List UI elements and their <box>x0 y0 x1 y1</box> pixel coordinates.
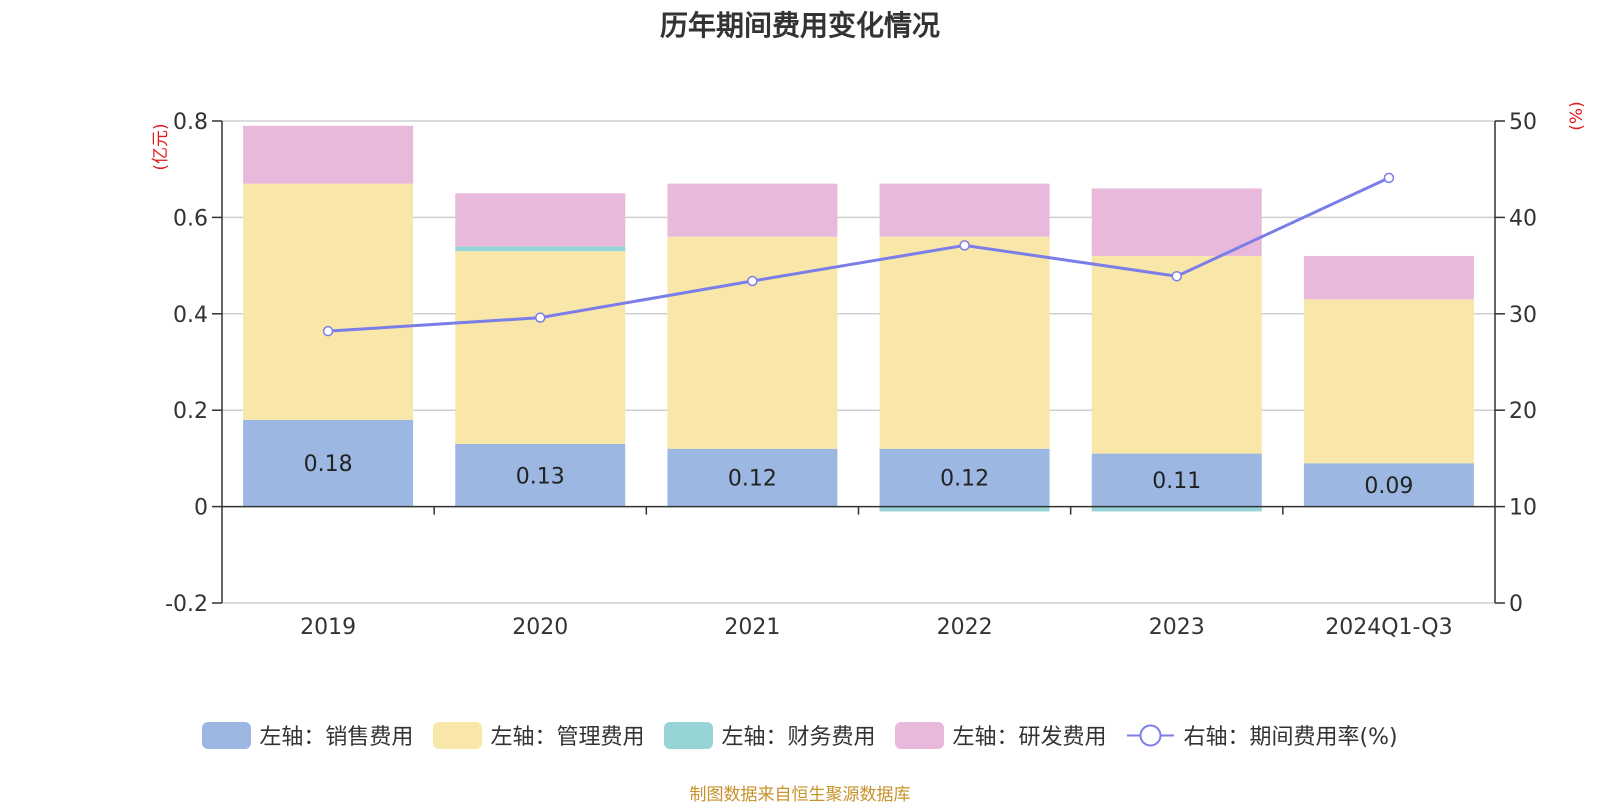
bar-segment-3-4 <box>1091 188 1262 256</box>
data-label: 0.09 <box>1364 474 1413 499</box>
bar-segment-3-0 <box>243 125 414 184</box>
left-tick-label: 0 <box>194 496 208 521</box>
right-tick-label: 0 <box>1509 592 1523 617</box>
legend-label-finance: 左轴：财务费用 <box>721 725 876 750</box>
bar-segment-3-5 <box>1303 255 1474 300</box>
legend-label-rate: 右轴：期间费用率(%) <box>1183 725 1398 750</box>
right-tick-label: 50 <box>1509 110 1537 135</box>
bar-segment-2-1 <box>455 246 626 252</box>
legend-swatch-rnd <box>895 721 945 749</box>
bar-segment-3-3 <box>879 183 1050 237</box>
data-source-note: 制图数据来自恒生聚源数据库 <box>689 785 911 805</box>
legend-label-admin: 左轴：管理费用 <box>490 725 645 750</box>
bar-segment-2-4 <box>1091 506 1262 512</box>
legend-item-rnd[interactable]: 左轴：研发费用 <box>895 719 1106 751</box>
bar-segment-1-0 <box>243 183 414 420</box>
bar-segment-0-3 <box>879 448 1050 507</box>
left-axis-unit: (亿元) <box>151 123 171 170</box>
x-tick-label: 2023 <box>1149 615 1205 640</box>
bar-segment-0-4 <box>1091 453 1262 507</box>
legend-swatch-sales <box>202 721 252 749</box>
bar-segment-1-2 <box>667 236 838 449</box>
legend-swatch-finance <box>664 721 714 749</box>
bar-segment-3-1 <box>455 193 626 247</box>
legend-item-sales[interactable]: 左轴：销售费用 <box>202 719 413 751</box>
legend-label-rnd: 左轴：研发费用 <box>952 725 1107 750</box>
bar-segment-1-1 <box>455 251 626 444</box>
data-label: 0.11 <box>1152 469 1201 494</box>
left-tick-label: 0.6 <box>173 206 208 231</box>
right-tick-label: 40 <box>1509 206 1537 231</box>
bar-segment-0-0 <box>243 419 414 507</box>
data-label: 0.13 <box>516 464 565 489</box>
chart-title: 历年期间费用变化情况 <box>659 9 940 42</box>
rate-point <box>747 275 758 287</box>
rate-point <box>322 325 334 337</box>
left-tick-label: 0.4 <box>173 303 208 328</box>
bar-segment-0-5 <box>1303 463 1474 507</box>
data-label: 0.12 <box>728 467 777 492</box>
bar-segment-0-2 <box>667 448 838 507</box>
rate-point <box>1383 172 1395 184</box>
bar-segment-2-3 <box>879 506 1050 512</box>
legend-item-admin[interactable]: 左轴：管理费用 <box>433 719 644 751</box>
data-label: 0.12 <box>940 467 989 492</box>
legend-line-icon <box>1127 724 1175 746</box>
bar-segment-1-5 <box>1303 299 1474 464</box>
legend-swatch-admin <box>433 721 483 749</box>
left-tick-label: 0.2 <box>173 399 208 424</box>
chart-legend: 左轴：销售费用 左轴：管理费用 左轴：财务费用 左轴：研发费用 右轴：期间费用率… <box>0 718 1600 752</box>
left-tick-label: -0.2 <box>165 592 208 617</box>
x-tick-label: 2024Q1-Q3 <box>1325 615 1452 640</box>
x-tick-label: 2020 <box>512 615 568 640</box>
left-tick-label: 0.8 <box>173 110 208 135</box>
x-tick-label: 2019 <box>300 615 356 640</box>
rate-point <box>1171 270 1182 282</box>
data-label: 0.18 <box>304 452 353 477</box>
rate-point <box>959 240 970 251</box>
bar-segment-0-1 <box>455 443 626 507</box>
rate-point <box>535 312 546 323</box>
right-tick-label: 20 <box>1509 399 1537 424</box>
legend-item-finance[interactable]: 左轴：财务费用 <box>664 719 875 751</box>
bar-segment-1-4 <box>1091 255 1262 454</box>
right-axis-unit: (%) <box>1567 101 1587 130</box>
right-tick-label: 10 <box>1509 496 1537 521</box>
legend-label-sales: 左轴：销售费用 <box>259 725 414 750</box>
x-tick-label: 2022 <box>937 615 993 640</box>
x-tick-label: 2021 <box>724 615 780 640</box>
legend-item-rate[interactable]: 右轴：期间费用率(%) <box>1126 719 1398 751</box>
rate-line <box>327 176 1390 333</box>
bar-segment-3-2 <box>667 183 838 237</box>
bar-segment-1-3 <box>879 236 1050 449</box>
right-tick-label: 30 <box>1509 303 1537 328</box>
